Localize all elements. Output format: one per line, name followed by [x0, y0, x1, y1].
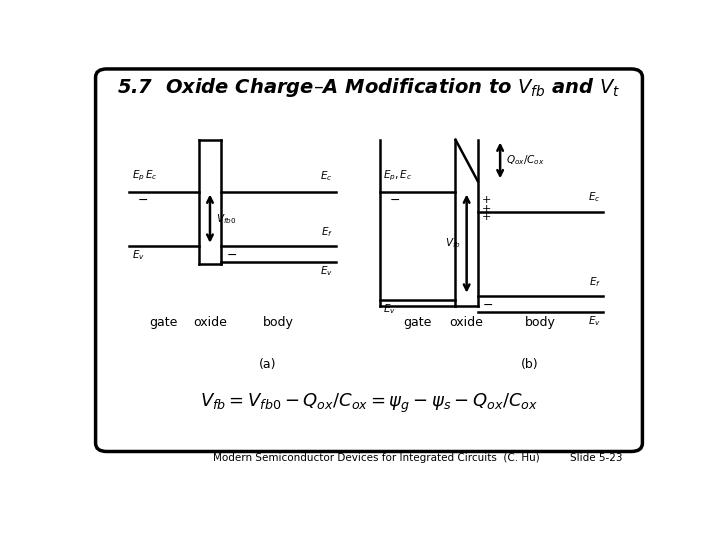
- Text: $E_f$: $E_f$: [588, 275, 600, 289]
- Text: $E_v$: $E_v$: [132, 248, 145, 261]
- Text: $V_{fb} = V_{fb0} - Q_{ox} / C_{ox} = \psi_g - \psi_s - Q_{ox} / C_{ox}$: $V_{fb} = V_{fb0} - Q_{ox} / C_{ox} = \p…: [200, 392, 538, 415]
- Text: $E_c$: $E_c$: [588, 190, 600, 204]
- Text: oxide: oxide: [193, 316, 227, 329]
- Text: $E_v$: $E_v$: [383, 302, 396, 315]
- Text: 5.7  Oxide Charge–A Modification to $V_{fb}$ and $V_t$: 5.7 Oxide Charge–A Modification to $V_{f…: [117, 76, 621, 99]
- Text: gate: gate: [150, 316, 178, 329]
- Text: $Q_{ox}/C_{ox}$: $Q_{ox}/C_{ox}$: [505, 153, 544, 167]
- Text: $-$: $-$: [389, 193, 400, 206]
- Text: oxide: oxide: [450, 316, 484, 329]
- Text: body: body: [525, 316, 556, 329]
- FancyBboxPatch shape: [96, 69, 642, 451]
- Text: $E_f$: $E_f$: [320, 226, 333, 239]
- Text: gate: gate: [404, 316, 432, 329]
- Text: $E_p,E_c$: $E_p,E_c$: [383, 169, 412, 183]
- Text: body: body: [263, 316, 294, 329]
- Text: $E_p\,E_c$: $E_p\,E_c$: [132, 169, 158, 183]
- Text: $V_{fb0}$: $V_{fb0}$: [215, 212, 236, 226]
- Text: $E_v$: $E_v$: [320, 265, 333, 278]
- Text: $+$: $+$: [481, 211, 491, 222]
- Text: (a): (a): [258, 357, 276, 370]
- Text: $+$: $+$: [481, 202, 491, 214]
- Text: Modern Semiconductor Devices for Integrated Circuits  (C. Hu): Modern Semiconductor Devices for Integra…: [213, 453, 539, 463]
- Text: (b): (b): [521, 357, 539, 370]
- Text: $V_{fb}$: $V_{fb}$: [445, 237, 461, 251]
- Text: $-$: $-$: [138, 193, 148, 206]
- Text: $E_v$: $E_v$: [588, 314, 600, 328]
- Text: Slide 5-23: Slide 5-23: [570, 453, 622, 463]
- Text: $-$: $-$: [225, 248, 237, 261]
- Text: $+$: $+$: [481, 194, 491, 205]
- Text: $E_c$: $E_c$: [320, 170, 333, 183]
- Text: $-$: $-$: [482, 298, 493, 310]
